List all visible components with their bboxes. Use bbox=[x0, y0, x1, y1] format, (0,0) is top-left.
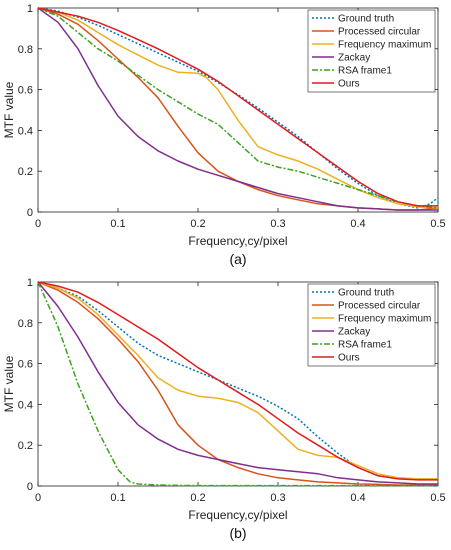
series-line-1 bbox=[37, 281, 438, 480]
legend-entry: Ours bbox=[338, 79, 360, 90]
legend-box bbox=[307, 283, 436, 367]
y-tick-label: 0.8 bbox=[18, 318, 33, 330]
legend-entry: Zackay bbox=[338, 327, 370, 338]
x-tick-label: 0.1 bbox=[110, 492, 125, 504]
x-tick-label: 0.4 bbox=[350, 492, 365, 504]
legend-entry: Zackay bbox=[338, 53, 370, 64]
x-tick-label: 0.2 bbox=[190, 492, 205, 504]
x-tick-label: 0.3 bbox=[270, 218, 285, 230]
x-tick-label: 0.3 bbox=[270, 492, 285, 504]
x-axis-label: Frequency,cy/pixel bbox=[188, 508, 287, 522]
series-line-3 bbox=[37, 281, 438, 480]
y-tick-label: 0.4 bbox=[18, 125, 33, 137]
legend-entry: Ground truth bbox=[338, 288, 394, 299]
legend-entry: Frequency maximum bbox=[338, 314, 431, 325]
x-tick-label: 0.5 bbox=[430, 492, 445, 504]
y-tick-label: 0.4 bbox=[18, 399, 33, 411]
series-line-5 bbox=[37, 7, 439, 209]
series-line-5 bbox=[37, 281, 438, 487]
y-tick-label: 0.2 bbox=[18, 440, 33, 452]
x-axis-label: Frequency,cy/pixel bbox=[188, 234, 287, 248]
x-tick-label: 0.1 bbox=[110, 218, 125, 230]
chart-panel-2: 0 0.1 0.2 0.3 0.4 0.5 0 0.2 0.4 0.6 0.8 1 Frequency,… bbox=[2, 277, 446, 541]
y-tick-label: 0 bbox=[27, 207, 33, 219]
x-tick-label: 0.2 bbox=[190, 218, 205, 230]
y-tick-label: 0.6 bbox=[18, 85, 33, 97]
y-tick-label: 0.6 bbox=[18, 359, 33, 371]
y-tick-label: 0 bbox=[27, 481, 33, 493]
series-line-2 bbox=[37, 281, 438, 486]
y-axis-label: MTF value bbox=[2, 355, 16, 412]
panel-caption: (a) bbox=[229, 251, 246, 267]
series-line-4 bbox=[37, 281, 438, 485]
series-line-6 bbox=[37, 7, 438, 207]
legend-entry: Ours bbox=[338, 353, 360, 364]
x-tick-label: 0 bbox=[35, 218, 41, 230]
series-line-3 bbox=[37, 7, 439, 209]
legend-entry: Ground truth bbox=[338, 14, 394, 25]
x-tick-label: 0.4 bbox=[350, 218, 365, 230]
legend: Ground truth Processed circular Frequency … bbox=[307, 283, 436, 367]
legend-box bbox=[307, 9, 436, 93]
legend-entry: Processed circular bbox=[338, 27, 421, 38]
panel-caption: (b) bbox=[229, 525, 246, 541]
series-line-6 bbox=[37, 281, 438, 481]
series-line-4 bbox=[37, 7, 438, 211]
legend-entry: Processed circular bbox=[338, 301, 421, 312]
x-tick-label: 0.5 bbox=[430, 218, 445, 230]
series-line-1 bbox=[37, 7, 439, 209]
legend-entry: RSA frame1 bbox=[338, 66, 392, 77]
y-tick-label: 1 bbox=[27, 277, 33, 289]
y-tick-label: 0.2 bbox=[18, 166, 33, 178]
y-tick-label: 1 bbox=[27, 3, 33, 15]
y-tick-label: 0.8 bbox=[18, 44, 33, 56]
legend: Ground truth Processed circular Frequency … bbox=[307, 9, 436, 93]
x-tick-label: 0 bbox=[35, 492, 41, 504]
legend-entry: Frequency maximum bbox=[338, 40, 431, 51]
legend-entry: RSA frame1 bbox=[338, 340, 392, 351]
y-axis-label: MTF value bbox=[2, 81, 16, 138]
chart-panel-1: 0 0.1 0.2 0.3 0.4 0.5 0 0.2 0.4 0.6 0.8 1 Frequency,… bbox=[2, 3, 446, 267]
